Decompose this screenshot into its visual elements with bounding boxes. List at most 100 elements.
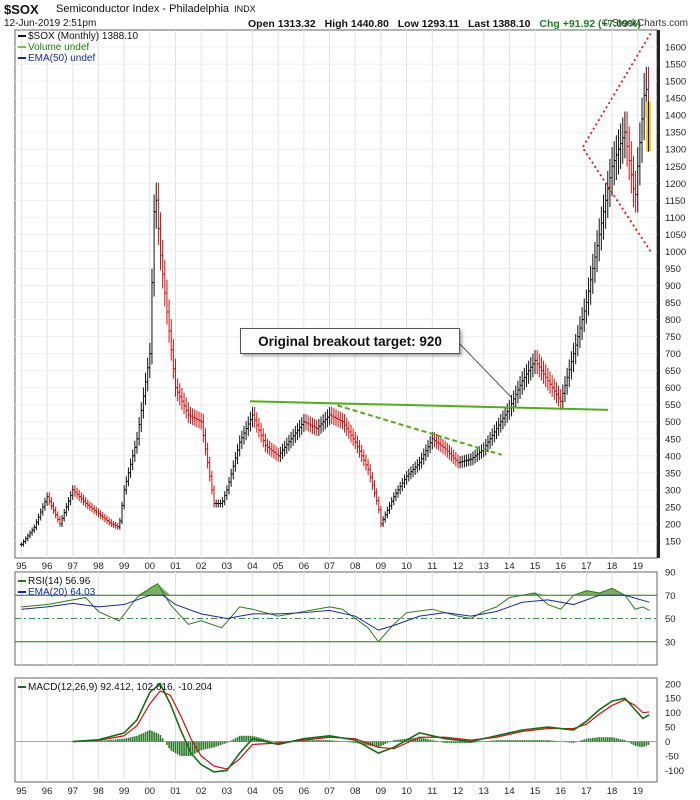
xtick-bottom-07: 07 bbox=[324, 786, 335, 797]
xtick-bottom-13: 13 bbox=[478, 786, 489, 797]
xtick-mid-09: 09 bbox=[376, 561, 387, 572]
price-ytick-1400: 1400 bbox=[665, 111, 686, 122]
price-ytick-200: 200 bbox=[665, 519, 681, 530]
price-legend: $SOX (Monthly) 1388.10 Volume undef EMA(… bbox=[18, 31, 138, 64]
price-ytick-350: 350 bbox=[665, 468, 681, 479]
xtick-mid-03: 03 bbox=[222, 561, 233, 572]
price-ytick-550: 550 bbox=[665, 400, 681, 411]
timestamp: 12-Jun-2019 2:51pm bbox=[4, 18, 97, 29]
xtick-mid-14: 14 bbox=[504, 561, 515, 572]
quote-low: Low 1293.11 bbox=[397, 18, 460, 30]
rsi-legend: RSI(14) 56.96 EMA(20) 64.03 bbox=[18, 576, 95, 598]
xtick-mid-98: 98 bbox=[93, 561, 104, 572]
xtick-bottom-16: 16 bbox=[555, 786, 566, 797]
price-ytick-1200: 1200 bbox=[665, 179, 686, 190]
legend-rsi-ema: EMA(20) 64.03 bbox=[18, 587, 95, 598]
macd-histogram bbox=[74, 730, 650, 756]
price-ytick-1350: 1350 bbox=[665, 128, 686, 139]
xtick-mid-10: 10 bbox=[401, 561, 412, 572]
xtick-bottom-14: 14 bbox=[504, 786, 515, 797]
rsi-overbought-fill bbox=[21, 583, 650, 596]
xtick-mid-16: 16 bbox=[555, 561, 566, 572]
price-ytick-1050: 1050 bbox=[665, 230, 686, 241]
xtick-bottom-01: 01 bbox=[170, 786, 181, 797]
quote-high: High 1440.80 bbox=[324, 18, 389, 30]
xtick-bottom-08: 08 bbox=[350, 786, 361, 797]
xtick-bottom-95: 95 bbox=[16, 786, 27, 797]
xtick-mid-17: 17 bbox=[581, 561, 592, 572]
price-ytick-1300: 1300 bbox=[665, 145, 686, 156]
xtick-mid-00: 00 bbox=[145, 561, 156, 572]
price-ytick-250: 250 bbox=[665, 502, 681, 513]
xtick-mid-13: 13 bbox=[478, 561, 489, 572]
xtick-mid-96: 96 bbox=[42, 561, 53, 572]
price-axis-bar bbox=[657, 30, 660, 558]
xtick-bottom-02: 02 bbox=[196, 786, 207, 797]
price-bars bbox=[19, 66, 650, 547]
broadening-pattern bbox=[581, 32, 652, 252]
breakout-annotation: Original breakout target: 920 bbox=[240, 328, 460, 354]
price-ytick-300: 300 bbox=[665, 485, 681, 496]
price-ytick-750: 750 bbox=[665, 332, 681, 343]
xtick-mid-04: 04 bbox=[247, 561, 258, 572]
macd-ytick-100: 100 bbox=[665, 708, 681, 719]
macd-panel bbox=[14, 677, 658, 783]
xtick-bottom-10: 10 bbox=[401, 786, 412, 797]
xtick-bottom-17: 17 bbox=[581, 786, 592, 797]
rsi-ytick-50: 50 bbox=[665, 614, 676, 625]
quote-change: Chg +91.92 (+7.09%) bbox=[539, 18, 641, 30]
price-ytick-1150: 1150 bbox=[665, 196, 685, 207]
price-ytick-150: 150 bbox=[665, 536, 681, 547]
xtick-bottom-12: 12 bbox=[453, 786, 464, 797]
legend-rsi-text: RSI(14) 56.96 bbox=[28, 576, 91, 587]
legend-rsi: RSI(14) 56.96 bbox=[18, 576, 95, 587]
price-ytick-800: 800 bbox=[665, 315, 681, 326]
price-ytick-700: 700 bbox=[665, 349, 681, 360]
macd-ytick-150: 150 bbox=[665, 694, 681, 705]
xtick-bottom-09: 09 bbox=[376, 786, 387, 797]
xtick-mid-97: 97 bbox=[67, 561, 78, 572]
rsi-ytick-70: 70 bbox=[665, 591, 676, 602]
symbol-title: $SOX bbox=[4, 2, 39, 17]
xtick-mid-07: 07 bbox=[324, 561, 335, 572]
xtick-bottom-15: 15 bbox=[530, 786, 541, 797]
price-ytick-600: 600 bbox=[665, 383, 681, 394]
price-ytick-400: 400 bbox=[665, 451, 681, 462]
legend-macd-text: MACD(12,26,9) 92.412, 102.616, -10.204 bbox=[28, 682, 213, 693]
price-panel bbox=[14, 29, 658, 559]
index-name: Semiconductor Index - Philadelphia INDX bbox=[56, 3, 256, 15]
xtick-mid-15: 15 bbox=[530, 561, 541, 572]
price-ytick-1450: 1450 bbox=[665, 94, 686, 105]
macd-ytick-50: 50 bbox=[665, 723, 676, 734]
callout-pointer bbox=[456, 340, 512, 398]
macd-line bbox=[72, 682, 650, 773]
price-ytick-450: 450 bbox=[665, 434, 681, 445]
legend-ema: EMA(50) undef bbox=[18, 53, 138, 64]
xtick-bottom-05: 05 bbox=[273, 786, 284, 797]
quote-last: Last 1388.10 bbox=[467, 18, 531, 30]
xtick-bottom-11: 11 bbox=[427, 786, 437, 797]
xtick-mid-18: 18 bbox=[607, 561, 618, 572]
xtick-bottom-18: 18 bbox=[607, 786, 618, 797]
index-name-text: Semiconductor Index - Philadelphia bbox=[56, 3, 230, 15]
xtick-bottom-03: 03 bbox=[222, 786, 233, 797]
xtick-mid-06: 06 bbox=[299, 561, 310, 572]
xtick-bottom-98: 98 bbox=[93, 786, 104, 797]
quote-line: Open 1313.32 High 1440.80 Low 1293.11 La… bbox=[248, 18, 647, 30]
exchange-label: INDX bbox=[234, 4, 256, 14]
xtick-mid-05: 05 bbox=[273, 561, 284, 572]
price-ytick-650: 650 bbox=[665, 366, 681, 377]
rsi-line bbox=[21, 582, 650, 643]
xtick-bottom-19: 19 bbox=[632, 786, 643, 797]
xtick-mid-12: 12 bbox=[453, 561, 464, 572]
legend-price: $SOX (Monthly) 1388.10 bbox=[18, 31, 138, 42]
xtick-mid-95: 95 bbox=[16, 561, 27, 572]
dashed-trendline bbox=[336, 404, 502, 456]
price-ytick-1500: 1500 bbox=[665, 77, 686, 88]
rsi-ytick-30: 30 bbox=[665, 637, 676, 648]
xtick-bottom-04: 04 bbox=[247, 786, 258, 797]
price-ytick-950: 950 bbox=[665, 264, 681, 275]
xtick-mid-11: 11 bbox=[427, 561, 437, 572]
price-ytick-1550: 1550 bbox=[665, 60, 686, 71]
